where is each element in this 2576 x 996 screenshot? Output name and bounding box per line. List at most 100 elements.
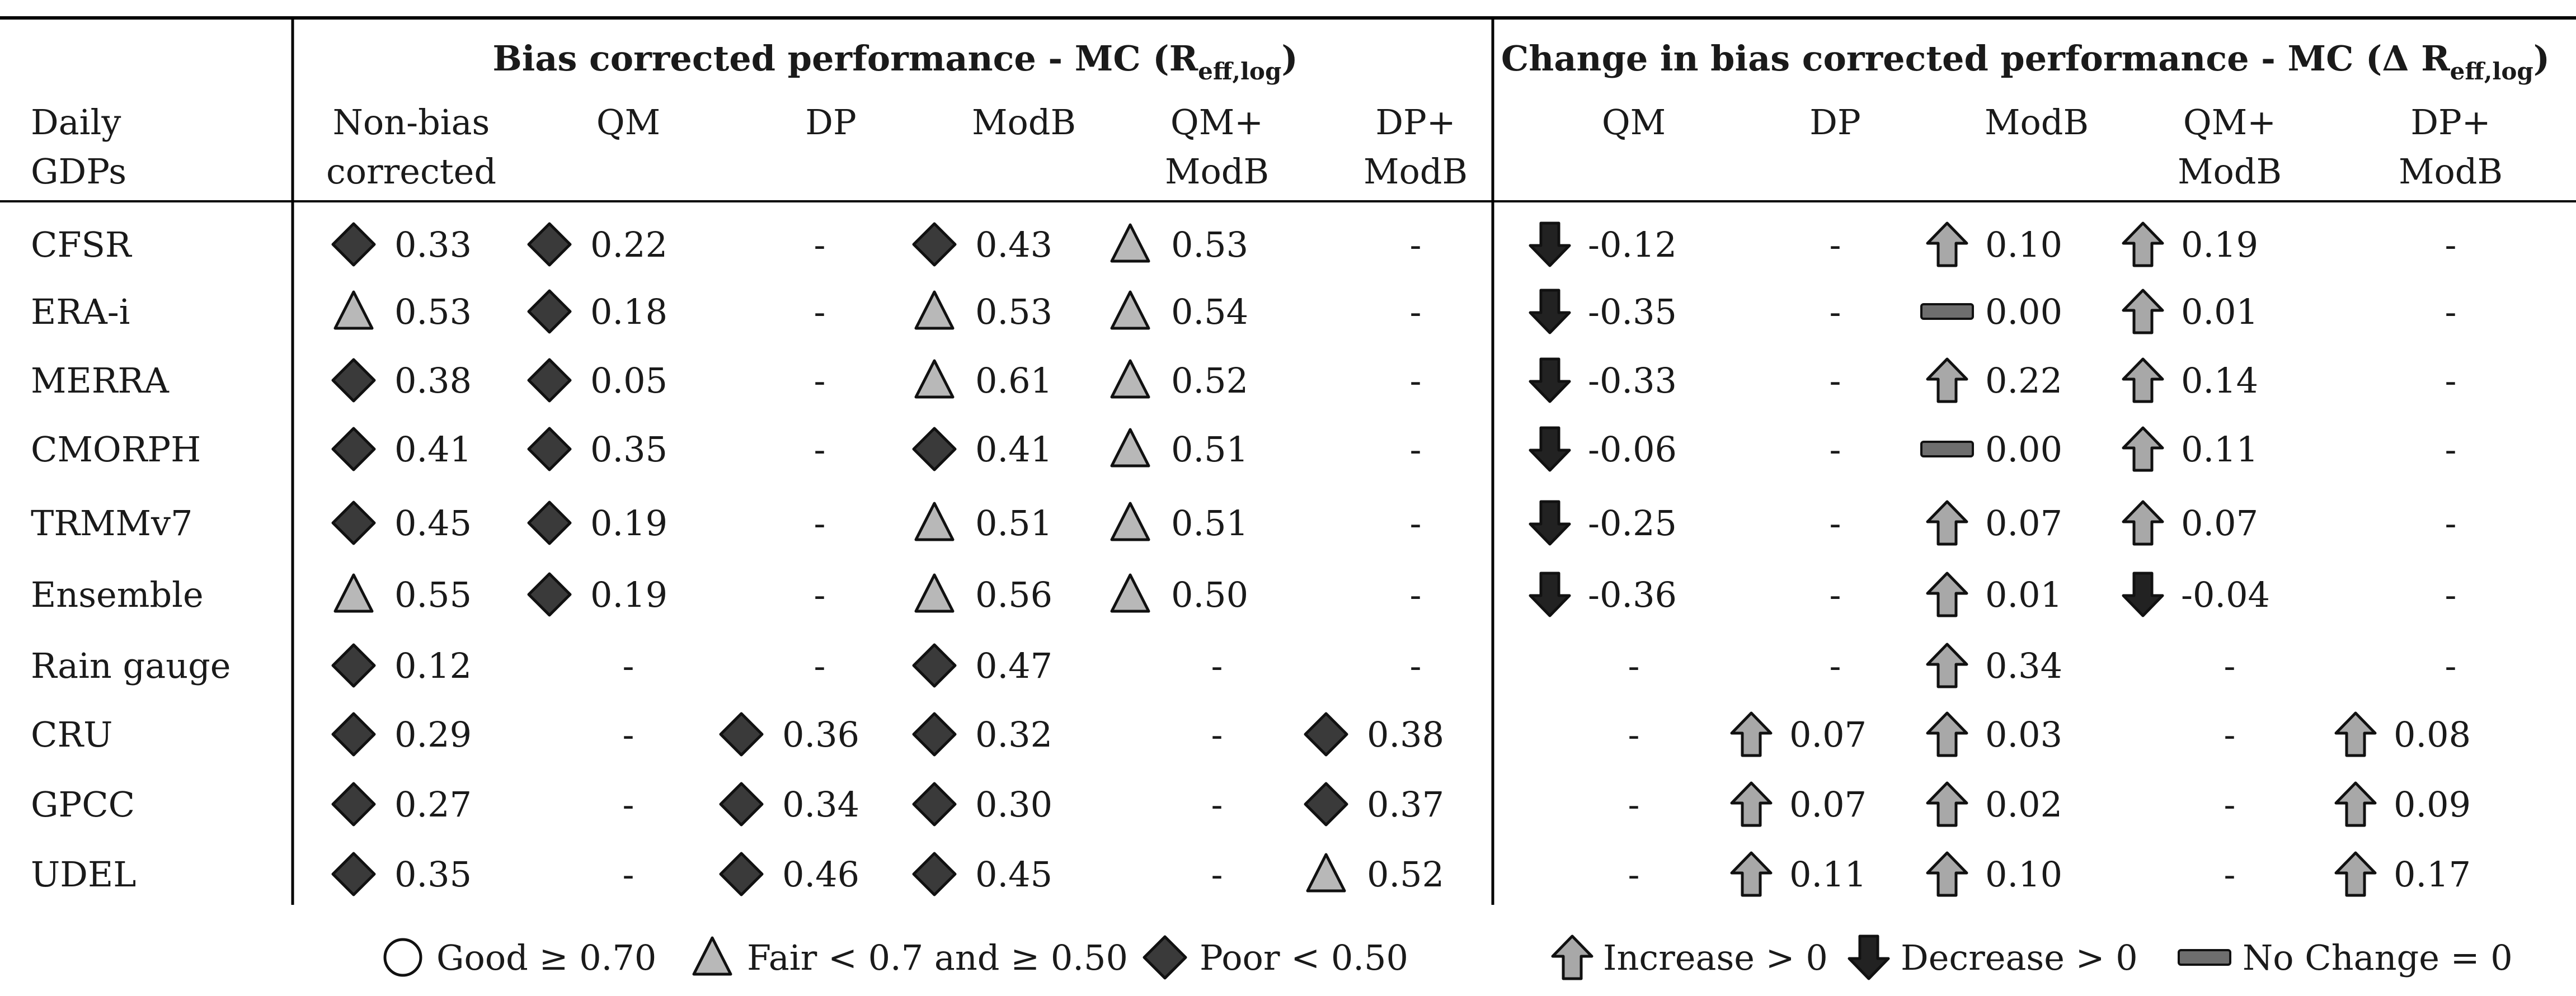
change-value: 0.01 xyxy=(2181,291,2258,332)
perf-diamond-icon xyxy=(527,427,572,471)
change-empty: - xyxy=(1628,714,1640,755)
perf-triangle-icon xyxy=(914,502,955,541)
perf-value: 0.35 xyxy=(590,429,667,470)
perf-empty: - xyxy=(1211,854,1223,895)
change-col-header: QM xyxy=(1602,102,1666,143)
perf-empty: - xyxy=(623,645,634,686)
perf-empty: - xyxy=(1211,645,1223,686)
perf-diamond-icon xyxy=(331,782,376,827)
perf-value: 0.55 xyxy=(394,574,472,615)
perf-diamond-icon xyxy=(1304,712,1348,757)
change-value: 0.00 xyxy=(1985,291,2062,332)
perf-value: 0.45 xyxy=(975,854,1052,895)
perf-col-header: ModB xyxy=(972,102,1076,143)
perf-diamond-icon xyxy=(331,852,376,896)
perf-value: 0.51 xyxy=(975,503,1052,544)
arrow-up-icon xyxy=(1926,500,1968,546)
arrow-down-icon xyxy=(1529,289,1571,334)
arrow-down-icon xyxy=(1529,500,1571,546)
perf-empty: - xyxy=(1410,224,1422,265)
row-label: GPCC xyxy=(31,784,135,825)
perf-value: 0.47 xyxy=(975,645,1052,686)
arrow-up-icon xyxy=(1926,851,1968,897)
change-value: 0.00 xyxy=(1985,429,2062,470)
change-empty: - xyxy=(2445,291,2457,332)
perf-diamond-icon xyxy=(331,643,376,688)
perf-diamond-icon xyxy=(527,501,572,545)
perf-value: 0.19 xyxy=(590,503,667,544)
change-empty: - xyxy=(1830,224,1841,265)
change-value: 0.02 xyxy=(1985,784,2062,825)
change-value: 0.03 xyxy=(1985,714,2062,755)
perf-value: 0.41 xyxy=(975,429,1052,470)
change-col-header: ModB xyxy=(2178,151,2282,192)
arrow-down-icon xyxy=(1529,572,1571,617)
perf-col-header: QM+ xyxy=(1171,102,1263,143)
perf-empty: - xyxy=(1410,291,1422,332)
perf-col-header: Non-bias xyxy=(333,102,490,143)
perf-diamond-icon xyxy=(719,782,764,827)
perf-value: 0.41 xyxy=(394,429,472,470)
perf-empty: - xyxy=(814,224,826,265)
change-empty: - xyxy=(1830,645,1841,686)
perf-value: 0.33 xyxy=(394,224,472,265)
arrow-up-icon xyxy=(1730,781,1773,827)
perf-triangle-icon xyxy=(914,290,955,330)
perf-value: 0.38 xyxy=(1367,714,1444,755)
change-empty: - xyxy=(2224,714,2236,755)
arrow-up-icon xyxy=(1730,711,1773,757)
change-value: 0.07 xyxy=(2181,503,2258,544)
perf-triangle-icon xyxy=(914,359,955,399)
legend-label: Fair < 0.7 and ≥ 0.50 xyxy=(747,937,1128,978)
change-empty: - xyxy=(2445,503,2457,544)
perf-col-header: ModB xyxy=(1165,151,1269,192)
perf-empty: - xyxy=(623,714,634,755)
perf-diamond-icon xyxy=(527,572,572,617)
perf-empty: - xyxy=(1410,645,1422,686)
perf-value: 0.19 xyxy=(590,574,667,615)
change-empty: - xyxy=(1830,503,1841,544)
perf-empty: - xyxy=(623,784,634,825)
change-col-header: ModB xyxy=(1985,102,2089,143)
perf-empty: - xyxy=(1211,784,1223,825)
perf-value: 0.50 xyxy=(1171,574,1248,615)
perf-empty: - xyxy=(814,574,826,615)
perf-diamond-icon xyxy=(527,358,572,403)
perf-triangle-icon xyxy=(1110,502,1150,541)
perf-diamond-icon xyxy=(719,852,764,896)
change-value: 0.11 xyxy=(1789,854,1867,895)
row-label: Rain gauge xyxy=(31,645,231,686)
perf-value: 0.52 xyxy=(1171,360,1248,401)
change-value: 0.14 xyxy=(2181,360,2258,401)
perf-triangle-icon xyxy=(1306,853,1346,893)
arrow-up-icon xyxy=(2334,711,2377,757)
row-label: ERA-i xyxy=(31,291,130,332)
perf-triangle-icon xyxy=(1110,223,1150,263)
perf-value: 0.52 xyxy=(1367,854,1444,895)
change-value: 0.08 xyxy=(2394,714,2471,755)
perf-triangle-icon xyxy=(333,573,374,613)
legend-label: No Change = 0 xyxy=(2243,937,2513,978)
arrow-down-icon xyxy=(2122,572,2164,617)
arrow-up-icon xyxy=(1926,221,1968,267)
change-value: -0.33 xyxy=(1588,360,1677,401)
no-change-icon xyxy=(1920,303,1974,320)
perf-diamond-icon xyxy=(331,427,376,471)
change-value: -0.04 xyxy=(2181,574,2270,615)
perf-col-header: DP xyxy=(805,102,856,143)
perf-value: 0.05 xyxy=(590,360,667,401)
arrow-down-icon xyxy=(1529,357,1571,403)
perf-empty: - xyxy=(1410,360,1422,401)
perf-value: 0.53 xyxy=(975,291,1052,332)
perf-value: 0.30 xyxy=(975,784,1052,825)
legend-circle-icon xyxy=(383,938,422,977)
change-empty: - xyxy=(2445,429,2457,470)
arrow-up-icon xyxy=(2122,221,2164,267)
perf-diamond-icon xyxy=(719,712,764,757)
perf-empty: - xyxy=(1410,429,1422,470)
change-value: 0.22 xyxy=(1985,360,2062,401)
perf-col-header: ModB xyxy=(1364,151,1468,192)
change-col-header: ModB xyxy=(2399,151,2503,192)
perf-value: 0.34 xyxy=(782,784,859,825)
perf-value: 0.27 xyxy=(394,784,472,825)
